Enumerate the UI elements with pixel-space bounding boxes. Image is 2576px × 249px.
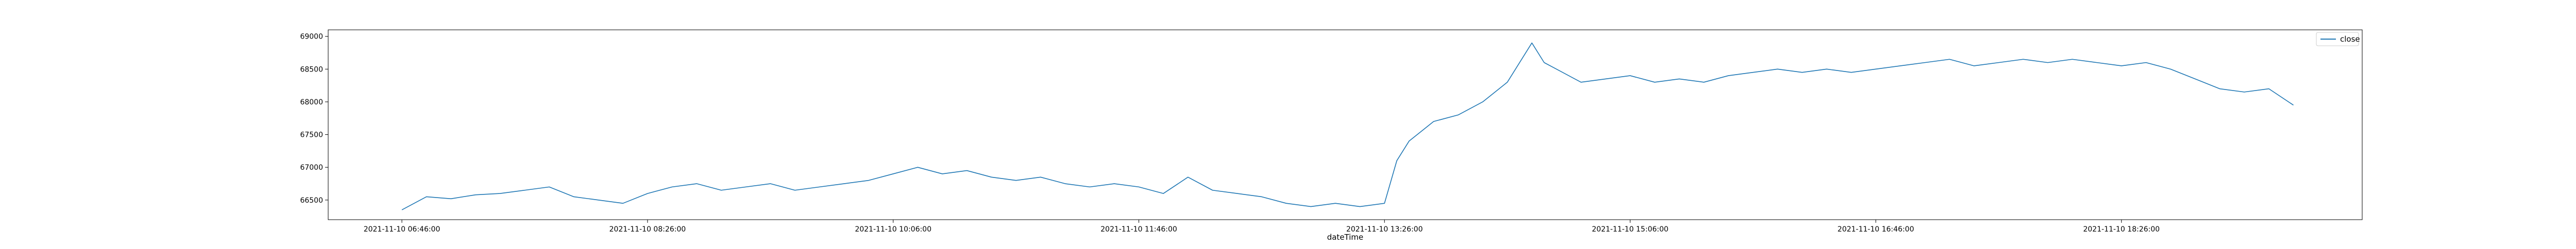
y-tick-label: 68500 [300, 65, 323, 74]
y-tick-label: 67500 [300, 131, 323, 139]
x-tick-label: 2021-11-10 16:46:00 [1838, 225, 1914, 234]
y-tick-label: 69000 [300, 33, 323, 41]
x-axis: 2021-11-10 06:46:00 2021-11-10 08:26:00 20… [364, 220, 2160, 234]
y-tick-label: 66500 [300, 197, 323, 205]
x-tick-label: 2021-11-10 10:06:00 [855, 225, 931, 234]
series-line-close [401, 42, 2294, 210]
x-tick-label: 2021-11-10 15:06:00 [1592, 225, 1669, 234]
legend: close [2316, 32, 2360, 46]
y-axis: 66500 67000 67500 68000 68500 69000 [300, 33, 328, 205]
x-tick-label: 2021-11-10 11:46:00 [1100, 225, 1177, 234]
x-axis-title: dateTime [1327, 233, 1364, 242]
y-tick-label: 67000 [300, 164, 323, 172]
legend-frame [2316, 32, 2359, 46]
plot-area [328, 29, 2363, 220]
x-tick-label: 2021-11-10 06:46:00 [364, 225, 440, 234]
x-tick-label: 2021-11-10 18:26:00 [2083, 225, 2160, 234]
x-tick-label: 2021-11-10 13:26:00 [1346, 225, 1423, 234]
y-tick-label: 68000 [300, 98, 323, 106]
legend-label-close: close [2340, 34, 2360, 44]
x-tick-label: 2021-11-10 08:26:00 [609, 225, 686, 234]
